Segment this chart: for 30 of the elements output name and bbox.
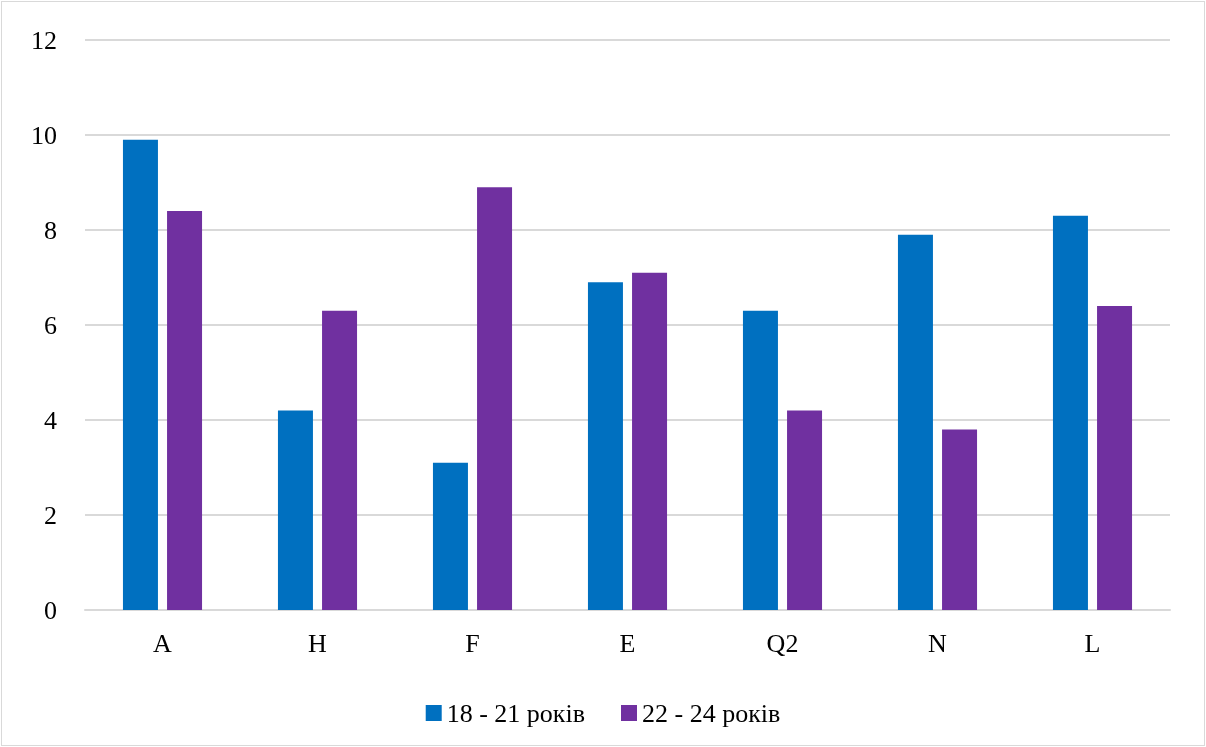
x-tick-label: N: [928, 628, 948, 658]
bar: [942, 429, 978, 610]
x-tick-label: Q2: [766, 628, 799, 658]
y-tick-label: 12: [31, 25, 57, 55]
bar: [477, 187, 513, 610]
y-tick-label: 4: [44, 405, 57, 435]
x-tick-label: F: [465, 628, 480, 658]
bar: [277, 410, 313, 610]
legend-label: 18 - 21 років: [446, 698, 586, 728]
x-tick-label: L: [1084, 628, 1101, 658]
y-tick-label: 0: [44, 595, 57, 625]
y-tick-label: 6: [44, 310, 57, 340]
bar: [787, 410, 823, 610]
bar: [742, 310, 778, 610]
bar: [167, 211, 203, 610]
legend-label: 22 - 24 років: [642, 698, 781, 728]
bar: [632, 272, 668, 610]
bar: [587, 282, 623, 610]
y-tick-label: 8: [44, 215, 57, 245]
y-tick-label: 10: [31, 120, 57, 150]
bar: [122, 139, 158, 610]
x-tick-label: A: [153, 628, 173, 658]
x-tick-label: H: [308, 628, 328, 658]
x-tick-label: E: [619, 628, 636, 658]
bar: [1052, 215, 1088, 610]
bar: [897, 234, 933, 610]
bar: [432, 462, 468, 610]
y-tick-label: 2: [44, 500, 57, 530]
bar: [1097, 306, 1133, 610]
bar: [322, 310, 358, 610]
